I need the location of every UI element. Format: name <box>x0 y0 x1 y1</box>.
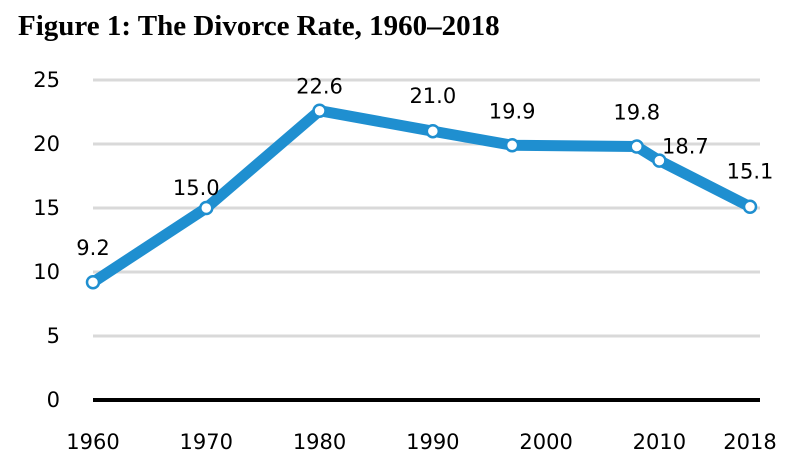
data-point <box>504 138 520 153</box>
x-tick-label: 2010 <box>633 430 686 454</box>
data-label: 19.8 <box>613 101 660 125</box>
x-tick-label: 1980 <box>293 430 346 454</box>
x-tick-label: 2000 <box>519 430 572 454</box>
x-tick-label: 2018 <box>723 430 776 454</box>
data-label: 18.7 <box>662 135 709 159</box>
series <box>85 103 758 290</box>
y-tick-label: 15 <box>33 196 60 220</box>
y-tick-label: 5 <box>47 324 60 348</box>
data-label: 9.2 <box>76 236 109 260</box>
data-label: 15.0 <box>173 176 220 200</box>
y-tick-label: 10 <box>33 260 60 284</box>
data-point <box>652 153 667 168</box>
data-point <box>742 199 758 214</box>
data-labels: 9.2 15.0 22.6 21.0 19.9 19.818.7 15.1 <box>76 75 773 261</box>
data-point <box>199 200 214 216</box>
data-label: 22.6 <box>296 75 343 99</box>
y-tick-label: 20 <box>33 132 60 156</box>
data-point <box>425 123 441 139</box>
data-label: 19.9 <box>489 99 536 123</box>
axes: 0 5 10 15 20 25 1960 1970 1980 1990 2000 2010 2018 <box>33 68 776 454</box>
data-label: 21.0 <box>409 84 456 108</box>
data-point <box>629 139 644 154</box>
x-tick-label: 1970 <box>180 430 233 454</box>
data-label: 15.1 <box>727 160 774 184</box>
chart-title: Figure 1: The Divorce Rate, 1960–2018 <box>18 10 500 42</box>
y-tick-label: 0 <box>47 388 60 412</box>
data-point <box>85 274 101 290</box>
data-point <box>312 103 327 118</box>
y-tick-label: 25 <box>33 68 60 92</box>
x-tick-label: 1960 <box>66 430 119 454</box>
x-tick-label: 1990 <box>406 430 459 454</box>
